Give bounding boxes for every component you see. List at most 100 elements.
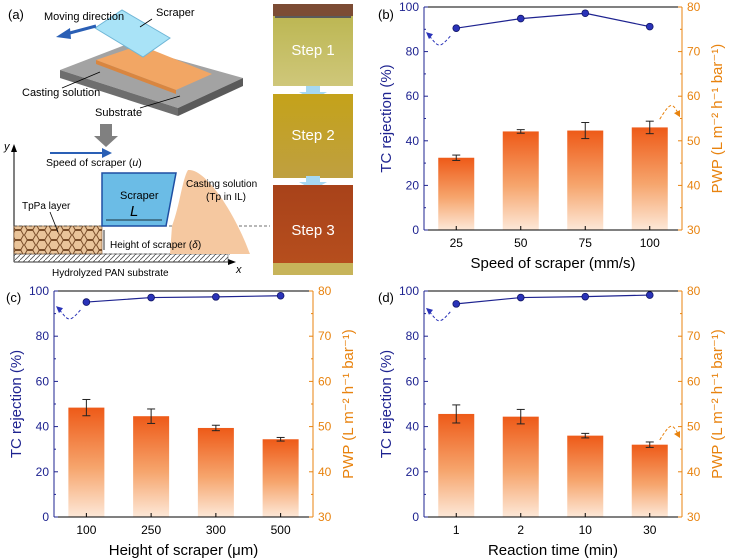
y-axis-right-title: PWP (L m⁻² h⁻¹ bar⁻¹): [340, 329, 357, 479]
tc-rejection-point: [452, 24, 461, 32]
right-tick-label: 40: [687, 465, 701, 479]
photo-arrow-1-stem: [306, 86, 320, 92]
x-tick-label: 250: [141, 523, 161, 537]
hydrolyzed-label: Hydrolyzed PAN substrate: [52, 268, 169, 279]
tc-rejection-point: [581, 9, 590, 18]
tc-rejection-point: [147, 293, 155, 302]
pwp-bar: [502, 416, 539, 517]
right-tick-label: 40: [318, 465, 332, 479]
panel-label: (c): [6, 290, 21, 305]
pwp-bar: [68, 407, 105, 517]
pwp-bar: [567, 435, 604, 517]
right-tick-label: 50: [687, 134, 701, 148]
left-tick-label: 0: [412, 223, 419, 237]
x-tick-label: 2: [517, 523, 524, 537]
tc-rejection-point: [452, 300, 461, 308]
pwp-axis-pointer-arrow: [659, 425, 679, 441]
left-tick-label: 60: [406, 374, 420, 388]
x-tick-label: 10: [579, 523, 593, 537]
tc-axis-pointer-arrowhead: [426, 307, 433, 315]
process-arrow-stem: [100, 124, 112, 136]
tc-rejection-line: [456, 12, 650, 29]
chart-d: (d) 0 20 40 60 80 100 30 40 50 60 70 80 1 2 10 30 Reactio…: [378, 284, 726, 559]
casting-solution-edge: [96, 60, 176, 94]
photo-step-1-scraper-edge: [275, 16, 351, 18]
x-axis-arrowhead: [228, 259, 236, 265]
photo-step-2: [273, 94, 353, 178]
right-tick-label: 50: [687, 420, 701, 434]
tc-rejection-point: [645, 291, 654, 299]
step-2-label: Step 2: [291, 127, 334, 144]
length-symbol: L: [130, 203, 138, 220]
left-tick-label: 20: [36, 465, 50, 479]
casting-solution-label: Casting solution: [22, 87, 100, 99]
chart-b: (b) 0 20 40 60 80 100 30 40 50 60 70 80 25 50 75 100 Spee…: [378, 0, 726, 272]
substrate-side: [178, 78, 243, 116]
y-axis-right-title: PWP (L m⁻² h⁻¹ bar⁻¹): [709, 44, 726, 194]
casting-solution-blob: [170, 169, 250, 254]
left-tick-label: 80: [36, 329, 50, 343]
moving-direction-arrow: [65, 24, 97, 36]
pwp-bar: [631, 127, 668, 230]
tppa-leader: [49, 211, 59, 233]
y-axis-left-title: TC rejection (%): [378, 64, 395, 172]
scraper-3d: [94, 9, 171, 58]
photo-step-3: [273, 185, 353, 275]
left-tick-label: 60: [406, 89, 420, 103]
pwp-axis-pointer-arrow: [659, 105, 679, 120]
pwp-axis-pointer-arrowhead: [674, 110, 680, 118]
tc-rejection-point: [516, 14, 525, 23]
panel-a-label: (a): [8, 7, 24, 22]
y-axis-left-title: TC rejection (%): [378, 350, 395, 458]
right-tick-label: 50: [318, 420, 332, 434]
photo-step-1-top: [273, 4, 353, 16]
y-axis-left-title: TC rejection (%): [8, 350, 25, 458]
pwp-bar: [438, 413, 475, 517]
tc-rejection-point: [516, 293, 525, 302]
moving-direction-arrowhead: [56, 28, 71, 39]
right-tick-label: 60: [318, 374, 332, 388]
photo-arrow-2-stem: [306, 176, 320, 182]
left-tick-label: 0: [412, 510, 419, 524]
right-tick-label: 60: [687, 374, 701, 388]
x-tick-label: 500: [271, 523, 291, 537]
left-tick-label: 100: [399, 284, 419, 298]
scraper-cross-section: [101, 172, 177, 227]
pwp-bar: [197, 427, 234, 517]
right-tick-label: 70: [687, 45, 701, 59]
tppa-label: TpPa layer: [22, 201, 71, 212]
x-tick-label: 100: [640, 236, 660, 250]
casting-solution-shape: [96, 45, 212, 90]
scraper-label: Scraper: [156, 7, 195, 19]
left-tick-label: 40: [36, 420, 50, 434]
right-tick-label: 30: [318, 510, 332, 524]
substrate-strip: [13, 253, 229, 263]
photo-step-3-bottom: [273, 263, 353, 275]
x-tick-label: 300: [206, 523, 226, 537]
height-label: Height of scraper (δ): [110, 240, 201, 251]
pwp-bar: [262, 439, 299, 517]
substrate-leader: [139, 95, 181, 109]
x-axis-label: x: [235, 264, 242, 276]
pwp-bar: [133, 416, 170, 517]
substrate-front: [60, 70, 178, 116]
left-tick-label: 60: [36, 374, 50, 388]
tc-axis-pointer-arrowhead: [426, 32, 433, 40]
left-tick-label: 80: [406, 329, 420, 343]
tc-rejection-line: [86, 295, 281, 303]
x-axis-title: Reaction time (min): [488, 542, 618, 559]
x-tick-label: 100: [76, 523, 96, 537]
speed-arrowhead: [102, 148, 112, 158]
tc-rejection-line: [456, 294, 650, 305]
right-tick-label: 70: [318, 329, 332, 343]
left-tick-label: 40: [406, 420, 420, 434]
panel-label: (d): [378, 290, 394, 305]
pwp-bar: [567, 130, 604, 230]
x-axis-title: Height of scraper (μm): [109, 542, 259, 559]
x-tick-label: 30: [643, 523, 657, 537]
chart-c: (c) 0 20 40 60 80 100 30 40 50 60 70 80 100 250 300 500 H…: [6, 284, 357, 559]
step-1-label: Step 1: [291, 42, 334, 59]
y-axis-arrowhead: [11, 144, 17, 152]
tc-rejection-point: [276, 291, 285, 300]
